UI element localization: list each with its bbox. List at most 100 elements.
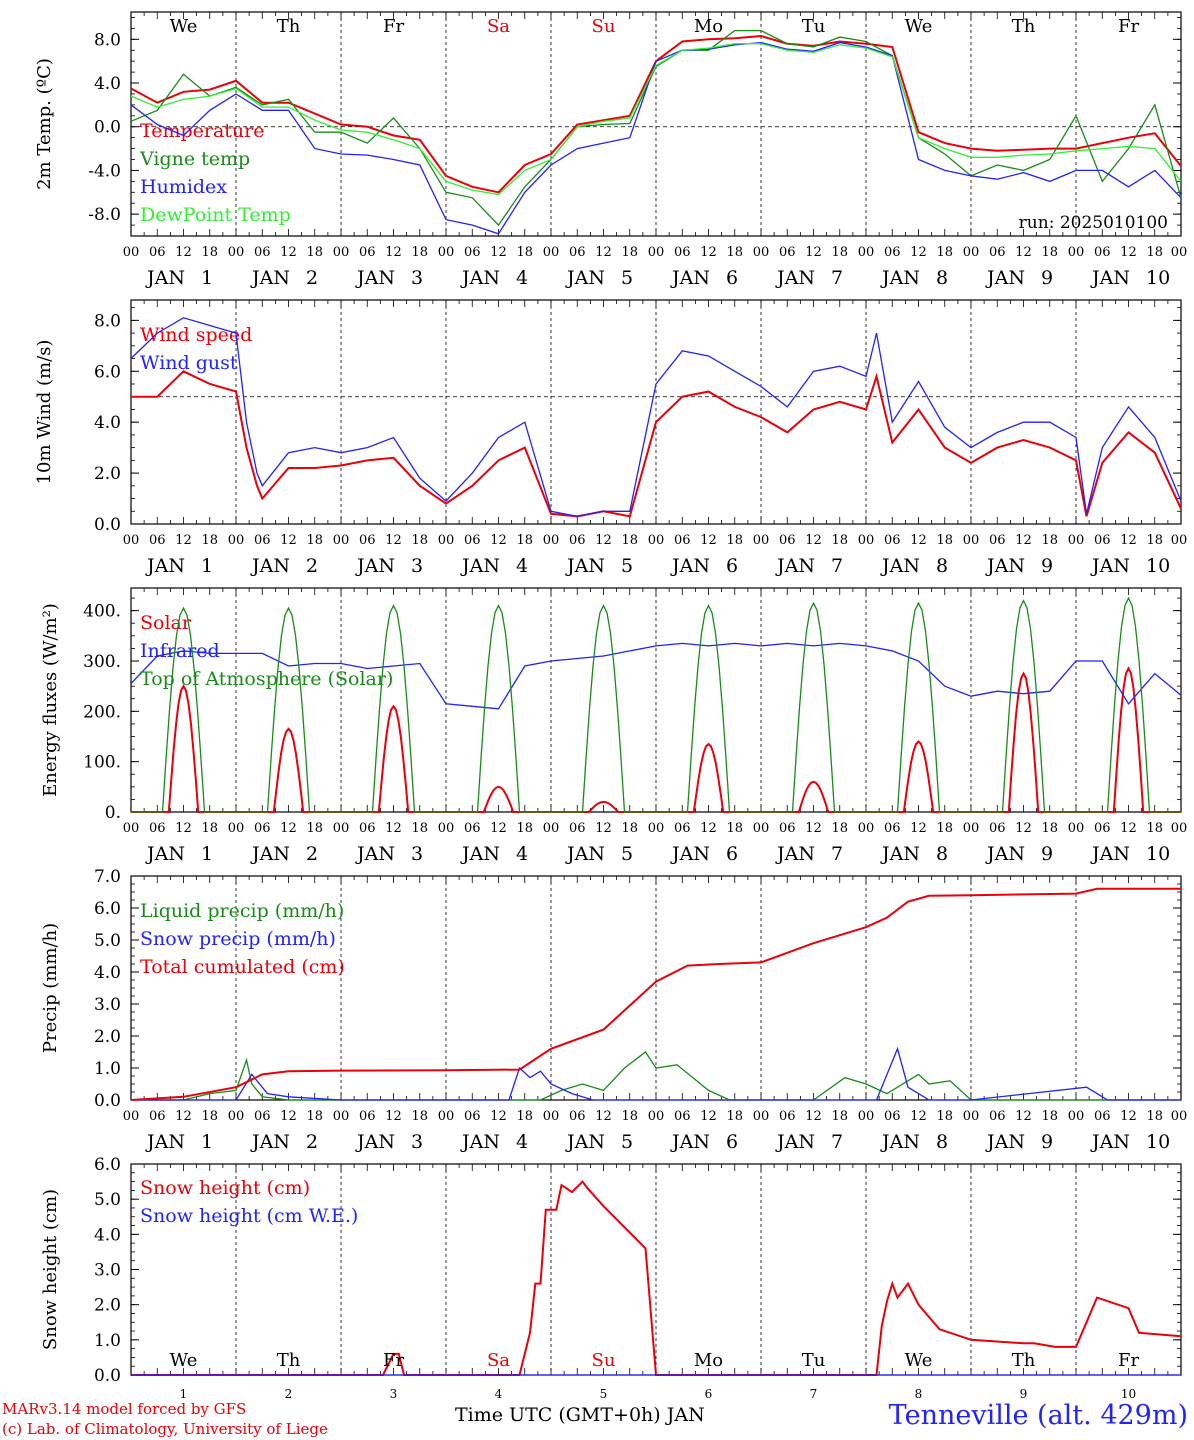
day-label-month: JAN xyxy=(985,267,1025,289)
hour-tick-label: 00 xyxy=(648,245,665,260)
y-tick-label: 3.0 xyxy=(94,1261,121,1281)
legend-dewpoint-temp: DewPoint Temp xyxy=(140,204,291,226)
series-line-top-of-atmosphere-solar- xyxy=(131,596,1181,813)
hour-tick-label: 12 xyxy=(490,1109,507,1124)
hour-tick-label: 18 xyxy=(936,533,953,548)
hour-tick-label: 00 xyxy=(1171,1109,1188,1124)
hour-tick-label: 06 xyxy=(674,533,691,548)
hour-tick-label: 00 xyxy=(543,533,560,548)
hour-tick-label: 12 xyxy=(280,821,297,836)
hour-tick-label: 18 xyxy=(201,245,218,260)
bottom-day-number: 9 xyxy=(1020,1387,1028,1401)
y-tick-label: 4.0 xyxy=(94,74,121,94)
weekday-label-top: Su xyxy=(592,16,616,37)
hour-tick-label: 06 xyxy=(884,1109,901,1124)
hour-tick-label: 18 xyxy=(411,821,428,836)
hour-tick-label: 00 xyxy=(228,245,245,260)
weekday-label-bottom: We xyxy=(170,1350,198,1371)
hour-tick-label: 12 xyxy=(1120,533,1137,548)
hour-tick-label: 18 xyxy=(201,821,218,836)
day-label-day: 4 xyxy=(516,555,528,577)
hour-tick-label: 06 xyxy=(989,533,1006,548)
hour-tick-label: 00 xyxy=(963,1109,980,1124)
hour-tick-label: 18 xyxy=(726,533,743,548)
y-tick-label: 6.0 xyxy=(94,899,121,919)
bottom-day-number: 6 xyxy=(705,1387,713,1401)
hour-tick-label: 06 xyxy=(569,1109,586,1124)
hour-tick-label: 00 xyxy=(858,533,875,548)
hour-tick-label: 12 xyxy=(910,1109,927,1124)
hour-tick-label: 06 xyxy=(359,245,376,260)
day-label-day: 2 xyxy=(306,267,318,289)
hour-tick-label: 18 xyxy=(621,821,638,836)
bottom-day-number: 3 xyxy=(390,1387,398,1401)
day-label-month: JAN xyxy=(460,555,500,577)
day-label-month: JAN xyxy=(250,843,290,865)
hour-tick-label: 12 xyxy=(490,821,507,836)
y-tick-label: 8.0 xyxy=(94,311,121,331)
hour-tick-label: 12 xyxy=(385,821,402,836)
y-axis-label: Energy fluxes (W/m²) xyxy=(40,603,61,797)
y-tick-label: 8.0 xyxy=(94,30,121,50)
y-tick-label: 400. xyxy=(83,602,121,622)
day-label-day: 1 xyxy=(201,555,213,577)
day-label-day: 10 xyxy=(1146,555,1170,577)
day-label-day: 3 xyxy=(411,267,423,289)
hour-tick-label: 06 xyxy=(1094,245,1111,260)
hour-tick-label: 00 xyxy=(648,821,665,836)
day-label-month: JAN xyxy=(880,1131,920,1153)
hour-tick-label: 06 xyxy=(359,533,376,548)
day-label-month: JAN xyxy=(880,267,920,289)
day-label-day: 7 xyxy=(831,1131,843,1153)
weekday-label-bottom: Th xyxy=(1012,1350,1036,1371)
day-label-day: 6 xyxy=(726,267,738,289)
hour-tick-label: 06 xyxy=(989,1109,1006,1124)
y-axis-label: 10m Wind (m/s) xyxy=(34,340,55,485)
hour-tick-label: 18 xyxy=(831,245,848,260)
day-label-day: 4 xyxy=(516,843,528,865)
hour-tick-label: 18 xyxy=(411,245,428,260)
hour-tick-label: 12 xyxy=(595,821,612,836)
day-label-day: 10 xyxy=(1146,267,1170,289)
hour-tick-label: 12 xyxy=(700,245,717,260)
legend-infrared: Infrared xyxy=(140,640,220,662)
weekday-label-bottom: Fr xyxy=(1118,1350,1139,1371)
day-label-day: 5 xyxy=(621,843,633,865)
hour-tick-label: 00 xyxy=(1171,821,1188,836)
hour-tick-label: 00 xyxy=(1171,245,1188,260)
day-label-day: 10 xyxy=(1146,1131,1170,1153)
hour-tick-label: 12 xyxy=(1015,533,1032,548)
hour-tick-label: 00 xyxy=(123,533,140,548)
hour-tick-label: 06 xyxy=(149,533,166,548)
hour-tick-label: 00 xyxy=(1068,1109,1085,1124)
hour-tick-label: 12 xyxy=(595,1109,612,1124)
hour-tick-label: 12 xyxy=(385,1109,402,1124)
series-line-humidex xyxy=(130,41,1182,235)
hour-tick-label: 00 xyxy=(123,821,140,836)
day-label-month: JAN xyxy=(565,1131,605,1153)
hour-tick-label: 12 xyxy=(595,245,612,260)
hour-tick-label: 18 xyxy=(621,533,638,548)
hour-tick-label: 18 xyxy=(1146,821,1163,836)
day-label-month: JAN xyxy=(250,555,290,577)
day-label-month: JAN xyxy=(250,267,290,289)
day-label-day: 2 xyxy=(306,1131,318,1153)
hour-tick-label: 12 xyxy=(700,1109,717,1124)
hour-tick-label: 12 xyxy=(490,245,507,260)
weekday-label-bottom: Th xyxy=(277,1350,301,1371)
weekday-label-top: Fr xyxy=(383,16,404,37)
bottom-day-number: 4 xyxy=(495,1387,503,1401)
bottom-day-number: 5 xyxy=(600,1387,608,1401)
hour-tick-label: 06 xyxy=(254,1109,271,1124)
day-label-day: 8 xyxy=(936,1131,948,1153)
hour-tick-label: 00 xyxy=(543,1109,560,1124)
hour-tick-label: 18 xyxy=(306,245,323,260)
day-label-day: 6 xyxy=(726,555,738,577)
y-axis-label: Snow height (cm) xyxy=(40,1189,61,1350)
hour-tick-label: 18 xyxy=(831,1109,848,1124)
y-tick-label: 100. xyxy=(83,753,121,773)
hour-tick-label: 12 xyxy=(1120,821,1137,836)
bottom-day-number: 2 xyxy=(285,1387,293,1401)
hour-tick-label: 18 xyxy=(1041,533,1058,548)
